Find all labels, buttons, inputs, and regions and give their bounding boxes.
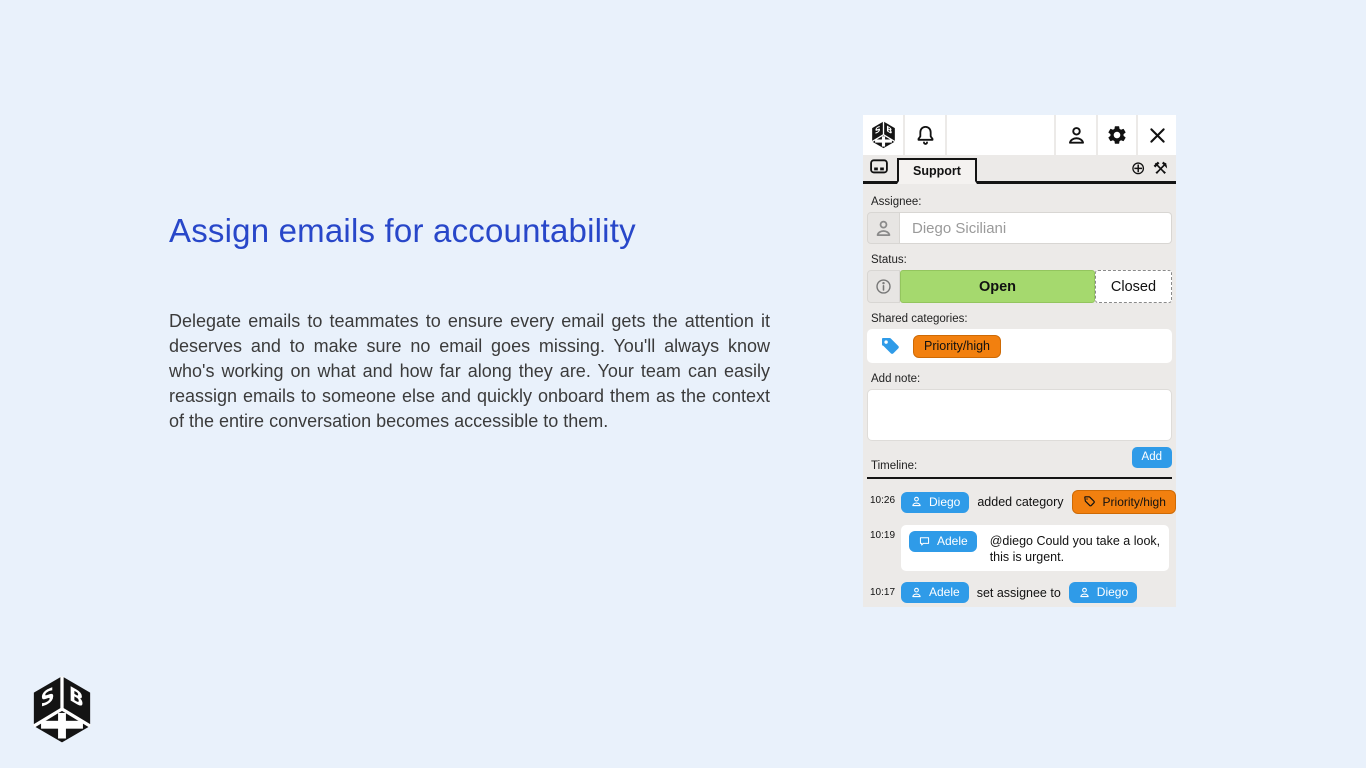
assignee-label: Assignee: (871, 196, 922, 208)
info-icon (876, 279, 891, 294)
tag-name: Priority/high (1102, 494, 1166, 509)
shared-categories-label: Shared categories: (871, 313, 968, 325)
tab-bar-actions: ⊕ ⚒ (1131, 160, 1168, 178)
event-content: Diego added category Priority/high (901, 490, 1176, 514)
actor-pill[interactable]: Diego (901, 491, 970, 513)
actor-pill[interactable]: Adele (901, 582, 969, 603)
actor-name: Adele (937, 534, 968, 548)
note-card: Adele @diego Could you take a look, this… (901, 525, 1169, 571)
add-note-row: Add (867, 447, 1172, 468)
timeline-label: Timeline: (871, 460, 918, 472)
category-chip[interactable]: Priority/high (913, 334, 1001, 358)
person-icon (1068, 126, 1084, 144)
cards-icon[interactable] (869, 157, 889, 177)
comment-icon (919, 536, 930, 546)
person-icon (912, 587, 921, 597)
toolbar-spacer (947, 115, 1054, 155)
event-action: set assignee to (976, 585, 1061, 600)
target-name: Diego (1096, 585, 1129, 599)
panel-content: Assignee: Status: Open Closed Share (863, 196, 1176, 603)
brand-logo-icon (32, 675, 92, 745)
status-label: Status: (871, 254, 907, 266)
person-icon (876, 220, 891, 236)
event-content: Adele @diego Could you take a look, this… (901, 525, 1169, 571)
event-content: Adele set assignee to Diego (901, 582, 1169, 603)
toolbar (863, 115, 1176, 155)
status-closed-button[interactable]: Closed (1095, 270, 1172, 303)
bell-icon (917, 125, 933, 145)
page-title: Assign emails for accountability (169, 212, 636, 249)
event-time: 10:17 (870, 587, 896, 598)
assignee-pill[interactable]: Diego (1068, 582, 1138, 603)
add-note-button[interactable]: Add (1131, 447, 1172, 468)
tag-icon (1083, 496, 1095, 507)
categories-box: Priority/high (867, 329, 1172, 363)
status-info-button[interactable] (867, 270, 900, 303)
app-logo-icon (871, 120, 895, 149)
tab-support-label: Support (913, 163, 961, 178)
note-textarea[interactable] (867, 389, 1172, 441)
event-time: 10:26 (870, 495, 896, 506)
assignee-input[interactable] (900, 212, 1172, 244)
note-message: @diego Could you take a look, this is ur… (989, 534, 1161, 564)
close-button[interactable] (1138, 115, 1176, 155)
actor-name: Adele (929, 585, 960, 599)
person-icon (1080, 587, 1089, 597)
status-open-button[interactable]: Open (900, 270, 1095, 303)
status-closed-label: Closed (1110, 278, 1157, 295)
status-row: Open Closed (867, 270, 1172, 303)
timeline-event: 10:17 Adele set assignee to Diego (867, 582, 1172, 603)
body-text: Delegate emails to teammates to ensure e… (169, 311, 770, 431)
add-tab-icon[interactable]: ⊕ (1130, 158, 1146, 179)
app-logo-button[interactable] (863, 115, 903, 155)
support-app-panel: Support ⊕ ⚒ Assignee: Status: (863, 115, 1176, 607)
gear-icon (1108, 126, 1126, 144)
close-icon (1149, 127, 1165, 143)
tab-bar: Support ⊕ ⚒ (863, 155, 1176, 184)
assignee-icon-cell (867, 212, 900, 244)
timeline-event: 10:19 Adele @diego Could you take a look… (867, 525, 1172, 571)
timeline-divider (867, 477, 1172, 479)
status-open-label: Open (978, 278, 1017, 295)
event-action: added category (977, 495, 1064, 509)
settings-button[interactable] (1098, 115, 1136, 155)
profile-button[interactable] (1056, 115, 1096, 155)
tab-support[interactable]: Support (897, 158, 977, 184)
category-tag-pill[interactable]: Priority/high (1071, 490, 1176, 514)
assignee-row (867, 212, 1172, 244)
tools-icon[interactable]: ⚒ (1152, 158, 1168, 179)
timeline-event: 10:26 Diego added category Priority/high (867, 490, 1176, 514)
actor-pill[interactable]: Adele (909, 531, 977, 552)
person-icon (912, 496, 921, 507)
event-time: 10:19 (870, 530, 896, 541)
notifications-button[interactable] (905, 115, 945, 155)
tag-icon (882, 338, 899, 354)
add-note-label: Add note: (871, 373, 921, 385)
actor-name: Diego (929, 494, 961, 509)
